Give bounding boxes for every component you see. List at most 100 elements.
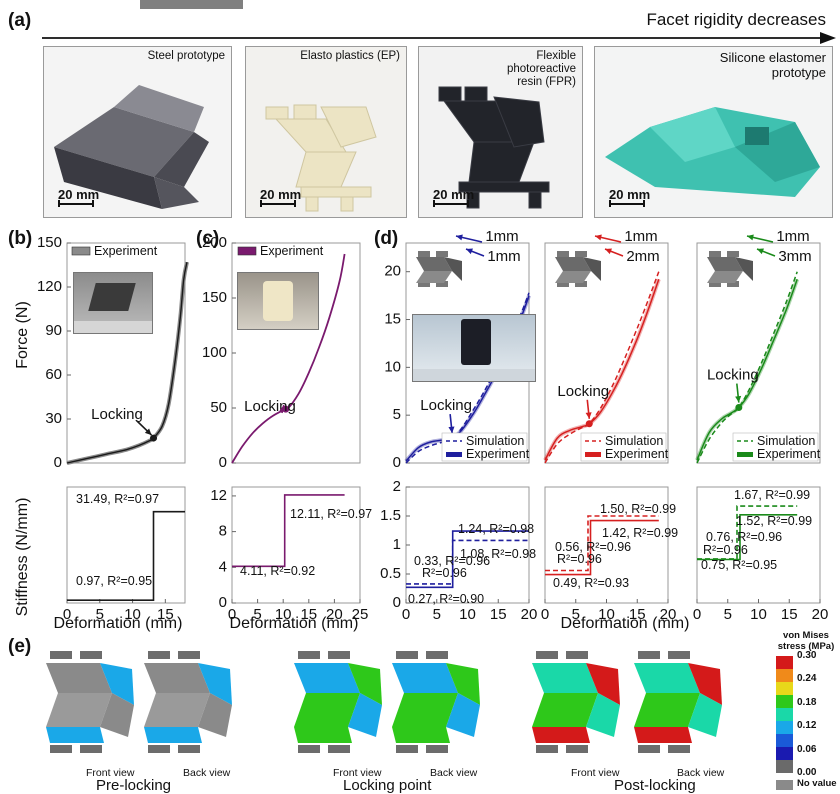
d1-dim-arrow-bot-head — [466, 248, 473, 255]
inset-photo-d — [412, 314, 536, 382]
d3-stiff-xtick-label: 0 — [693, 606, 701, 623]
panel-label-d: (d) — [374, 228, 399, 249]
fea-facet-0 — [46, 727, 104, 743]
d3-icon-facet — [707, 257, 743, 271]
colorbar-novalue-swatch — [776, 780, 793, 790]
c-stiff-frame — [231, 486, 361, 604]
fea-facet-0 — [100, 693, 134, 737]
panel-label-c: (c) — [196, 228, 220, 249]
colorbar-swatch — [776, 656, 793, 669]
fea-facet-4 — [532, 727, 590, 743]
colorbar-swatch — [776, 747, 793, 760]
c-stiff-xtick-label: 20 — [326, 606, 343, 623]
fea-facet-4 — [532, 693, 598, 727]
d2-stiff-xtick-label: 10 — [598, 606, 615, 623]
fea-pad-0 — [80, 651, 102, 659]
d2-legend-sim-label: Simulation — [605, 434, 663, 448]
d1-dim-top: 1mm — [485, 228, 518, 245]
d2-stiff-xtick-label: 15 — [629, 606, 646, 623]
d1-stiff-exp — [406, 530, 529, 589]
d1-icon-pad — [436, 251, 448, 257]
d1-icon-facet — [416, 271, 452, 283]
d3-dim-bot: 3mm — [778, 248, 811, 265]
scale-label: 20 mm — [260, 187, 302, 202]
d1-stiff-xtick-label: 0 — [402, 606, 410, 623]
colorbar-tick: 0.12 — [797, 720, 817, 732]
scale-label: 20 mm — [609, 187, 651, 202]
d2-stiffness-label-1: 1.42, R²=0.99 — [602, 526, 678, 540]
colorbar-tick: 0.18 — [797, 696, 817, 708]
d1-stiff-sim — [406, 539, 529, 585]
fea-facet-3 — [446, 663, 480, 705]
fea-facet-5 — [688, 693, 722, 737]
d2-locking-label: Locking — [557, 383, 609, 400]
d3-stiffness-label-1: 1.52, R²=0.99 — [736, 514, 812, 528]
photo-steel: Steel prototype 20 mm — [43, 46, 232, 218]
c-force-ytick-label: 150 — [202, 289, 227, 306]
d2-stiff-sim — [545, 515, 659, 572]
photo-steel-scalebar: 20 mm — [58, 187, 99, 207]
d3-geometry-icon — [707, 251, 753, 287]
d3-legend-sim-label: Simulation — [757, 434, 815, 448]
b-stiff-line — [67, 510, 185, 601]
d2-legend-exp-swatch — [585, 452, 601, 457]
panel-label-a: (a) — [8, 10, 32, 31]
d3-icon-pad — [709, 251, 721, 257]
d1-legend-sim-label: Simulation — [466, 434, 524, 448]
colorbar-tick: 0.24 — [797, 673, 817, 685]
panel-label-b: (b) — [8, 228, 33, 249]
deformation-axis-title-b: Deformation (mm) — [54, 615, 183, 632]
d1-legend-exp-label: Experiment — [466, 447, 530, 461]
d3-stiff-xtick-label: 20 — [812, 606, 829, 623]
d2-dim-top: 1mm — [624, 228, 657, 245]
d2-locking-arrow-head — [585, 412, 592, 419]
fea-facet-3 — [392, 727, 450, 743]
fea-facet-1 — [144, 727, 202, 743]
d2-locking-dot — [585, 420, 593, 428]
view-label-2: Back view — [183, 767, 231, 779]
c-force-ytick-label: 0 — [219, 454, 227, 471]
b-stiff-frame — [66, 486, 186, 604]
d1-stiff-ytick-label: 1 — [393, 536, 401, 553]
panel-label-e: (e) — [8, 636, 32, 657]
photo-fpr: Flexible photoreactive resin (FPR) 20 mm — [418, 46, 583, 218]
fea-pad-3 — [396, 745, 418, 753]
c-stiff-xtick-label: 10 — [275, 606, 292, 623]
d3-sim-line — [696, 271, 798, 464]
b-force-ytick-label: 90 — [45, 322, 62, 339]
d2-icon-pad — [575, 281, 587, 287]
photo-ep-caption: Elasto plastics (EP) — [300, 50, 400, 62]
c-stiff-xtick-label: 25 — [352, 606, 369, 623]
view-label-4: Back view — [430, 767, 478, 779]
fea-pad-0 — [50, 745, 72, 753]
photo-fpr-caption: Flexible photoreactive resin (FPR) — [506, 50, 576, 88]
d3-stiff-xtick-label: 5 — [724, 606, 732, 623]
c-stiff-label-low: 4.11, R²=0.92 — [240, 564, 315, 578]
d1-stiff-xtick-label: 5 — [433, 606, 441, 623]
fea-pad-5 — [638, 651, 660, 659]
b-stiff-xtick-label: 10 — [124, 606, 141, 623]
d3-icon-pad — [709, 281, 721, 287]
c-force-ytick-label: 100 — [202, 344, 227, 361]
d3-locking-label: Locking — [707, 367, 759, 384]
c-stiff-line — [232, 494, 345, 568]
d2-force-frame — [544, 242, 669, 464]
photo-fpr-scalebar: 20 mm — [433, 187, 474, 207]
d1-stiff-xtick-label: 10 — [459, 606, 476, 623]
fea-facet-2 — [294, 663, 360, 693]
colorbar-swatch — [776, 695, 793, 708]
stage-label-post: Post-locking — [614, 777, 696, 794]
stage-label-pre: Pre-locking — [96, 777, 172, 794]
fea-pad-4 — [566, 651, 588, 659]
d1-force-ytick-label: 10 — [384, 358, 401, 375]
fea-pad-4 — [536, 745, 558, 753]
c-force-ytick-label: 50 — [210, 399, 227, 416]
d1-icon-pad — [418, 251, 430, 257]
d3-icon-facet — [735, 257, 753, 281]
fea-facet-1 — [198, 693, 232, 737]
c-locking-label: Locking — [244, 398, 296, 415]
fea-facet-5 — [688, 663, 722, 705]
d2-icon-pad — [575, 251, 587, 257]
b-locking-arrow-head — [144, 428, 152, 436]
d1-stiff-xtick-label: 20 — [521, 606, 538, 623]
